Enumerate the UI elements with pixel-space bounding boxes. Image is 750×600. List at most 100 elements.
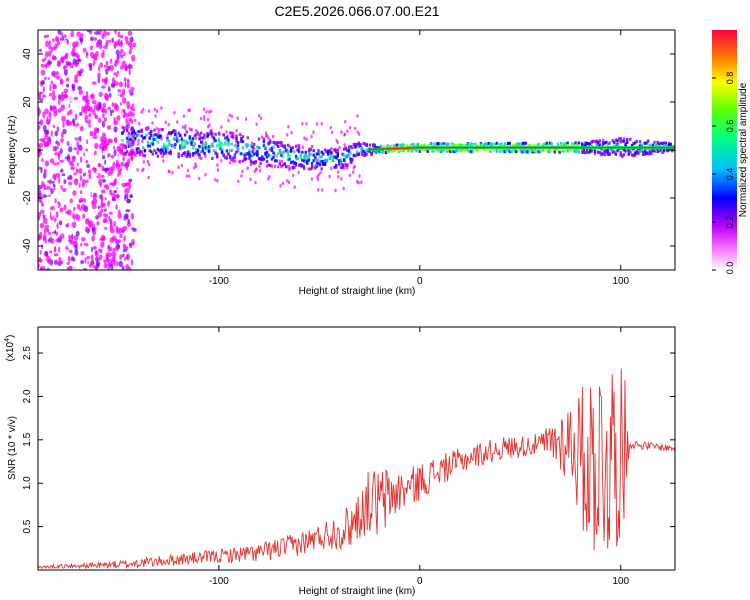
spectrogram-band-cell xyxy=(310,164,314,168)
spectrogram-band-cell xyxy=(659,141,663,145)
spectrogram-band-cell xyxy=(214,139,217,143)
spectrogram-band-cell xyxy=(437,142,441,146)
spectrogram-band-cell xyxy=(235,139,238,143)
spectrogram-band-cell xyxy=(474,147,478,151)
spectrogram-noise-cell xyxy=(38,184,43,190)
spectrogram-band-cell xyxy=(140,150,143,154)
spectrogram-band-cell xyxy=(261,158,264,162)
spectrogram-band-cell xyxy=(296,144,299,148)
spectrogram-noise-cell xyxy=(55,71,60,76)
spectrogram-noise-cell xyxy=(108,92,112,98)
spectrogram-band-cell xyxy=(581,142,584,146)
spectrogram-noise-cell xyxy=(58,220,63,225)
spectrogram-band-cell xyxy=(145,126,148,130)
spectrogram-noise-cell xyxy=(115,204,118,211)
spectrogram-band-cell xyxy=(312,159,315,163)
spectrogram-speckle-cell xyxy=(151,121,154,125)
spectrogram-band-cell xyxy=(415,143,418,147)
spectrogram-speckle-cell xyxy=(305,122,308,126)
spectrogram-band-cell xyxy=(216,152,219,156)
spectrogram-band-cell xyxy=(264,146,267,149)
spectrogram-band-cell xyxy=(220,148,224,152)
spectrogram-noise-cell xyxy=(58,151,61,157)
spectrogram-band-cell xyxy=(306,156,309,159)
spectrogram-speckle-cell xyxy=(122,143,125,147)
spectrogram-band-cell xyxy=(267,142,270,146)
spectrogram-band-cell xyxy=(642,152,645,156)
spectrogram-band-cell xyxy=(206,145,209,149)
spectrogram-noise-cell xyxy=(94,250,98,254)
spectrogram-noise-cell xyxy=(115,193,120,199)
spectrogram-band-cell xyxy=(190,128,193,132)
spectrogram-noise-cell xyxy=(106,32,110,36)
spectrogram-speckle-cell xyxy=(207,110,211,114)
spectrogram-noise-cell xyxy=(58,256,62,264)
spectrogram-band-cell xyxy=(622,139,626,143)
spectrogram-band-cell xyxy=(386,149,389,153)
spectrogram-noise-cell xyxy=(82,213,86,219)
spectrogram-noise-cell xyxy=(38,91,41,98)
spectrogram-speckle-cell xyxy=(244,117,248,121)
spectrogram-band-cell xyxy=(167,142,171,146)
spectrogram-band-cell xyxy=(394,148,397,152)
spectrogram-speckle-cell xyxy=(356,114,359,118)
spectrogram-noise-cell xyxy=(122,179,125,183)
spectrogram-band-cell xyxy=(635,139,638,143)
spectrogram-band-cell xyxy=(500,143,503,147)
spectrogram-noise-cell xyxy=(52,71,57,78)
spectrogram-speckle-cell xyxy=(227,118,230,123)
spectrogram-speckle-cell xyxy=(255,122,258,127)
spectrogram-band-cell xyxy=(270,157,274,161)
spectrogram-band-cell xyxy=(277,144,280,148)
spectrogram-noise-cell xyxy=(50,211,55,217)
spectrogram-band-cell xyxy=(267,163,270,167)
spectrogram-band-cell xyxy=(309,153,312,156)
spectrogram-band-cell xyxy=(470,142,473,146)
spectrogram-speckle-cell xyxy=(329,125,332,130)
spectrogram-band-cell xyxy=(301,158,304,162)
spectrogram-band-cell xyxy=(278,141,282,145)
spectrogram-speckle-cell xyxy=(186,168,190,173)
spectrogram-speckle-cell xyxy=(321,188,324,192)
spectrogram-noise-cell xyxy=(48,46,52,50)
spectrogram-band-cell xyxy=(259,162,262,165)
spectrogram-noise-cell xyxy=(108,259,112,264)
spectrogram-noise-cell xyxy=(93,127,99,134)
spectrogram-band-cell xyxy=(500,148,503,152)
spectrogram-noise-cell xyxy=(87,106,91,112)
spectrogram-noise-cell xyxy=(119,34,124,39)
spectrogram-band-cell xyxy=(296,156,299,160)
spectrogram-noise-cell xyxy=(92,81,97,85)
spectrogram-band-cell xyxy=(204,141,208,145)
spectrogram-band-cell xyxy=(662,148,666,152)
spectrogram-band-cell xyxy=(201,146,204,150)
spectrogram-speckle-cell xyxy=(225,130,228,134)
spectrogram-band-cell xyxy=(122,129,126,133)
spectrogram-noise-cell xyxy=(59,159,64,163)
spectrogram-band-cell xyxy=(214,151,217,155)
spectrogram-noise-cell xyxy=(44,108,49,115)
spectrogram-noise-cell xyxy=(74,178,79,182)
spectrogram-noise-cell xyxy=(94,115,99,119)
spectrogram-band-cell xyxy=(664,144,667,148)
spectrogram-band-cell xyxy=(627,148,630,152)
spectrogram-noise-cell xyxy=(131,107,135,112)
spectrogram-noise-cell xyxy=(73,235,79,241)
spectrogram-noise-cell xyxy=(91,246,93,253)
spectrogram-noise-cell xyxy=(92,108,96,116)
spectrogram-band-cell xyxy=(282,150,285,154)
spectrogram-noise-cell xyxy=(108,39,112,43)
snr-ytick-label: 1.5 xyxy=(22,432,33,446)
spectrogram-band-cell xyxy=(322,162,325,166)
spectrogram-band-cell xyxy=(547,150,550,154)
spectrogram-noise-cell xyxy=(107,153,111,158)
spectrogram-speckle-cell xyxy=(360,180,363,184)
spectrogram-band-cell xyxy=(331,157,335,161)
spectrogram-noise-cell xyxy=(128,89,131,93)
spectrogram-band-cell xyxy=(439,149,442,153)
spectrogram-band-cell xyxy=(619,140,622,144)
spectrogram-band-cell xyxy=(253,160,256,164)
spectrogram-speckle-cell xyxy=(153,107,156,112)
spectrogram-band-cell xyxy=(153,149,156,153)
spectrogram-band-cell xyxy=(341,166,344,170)
